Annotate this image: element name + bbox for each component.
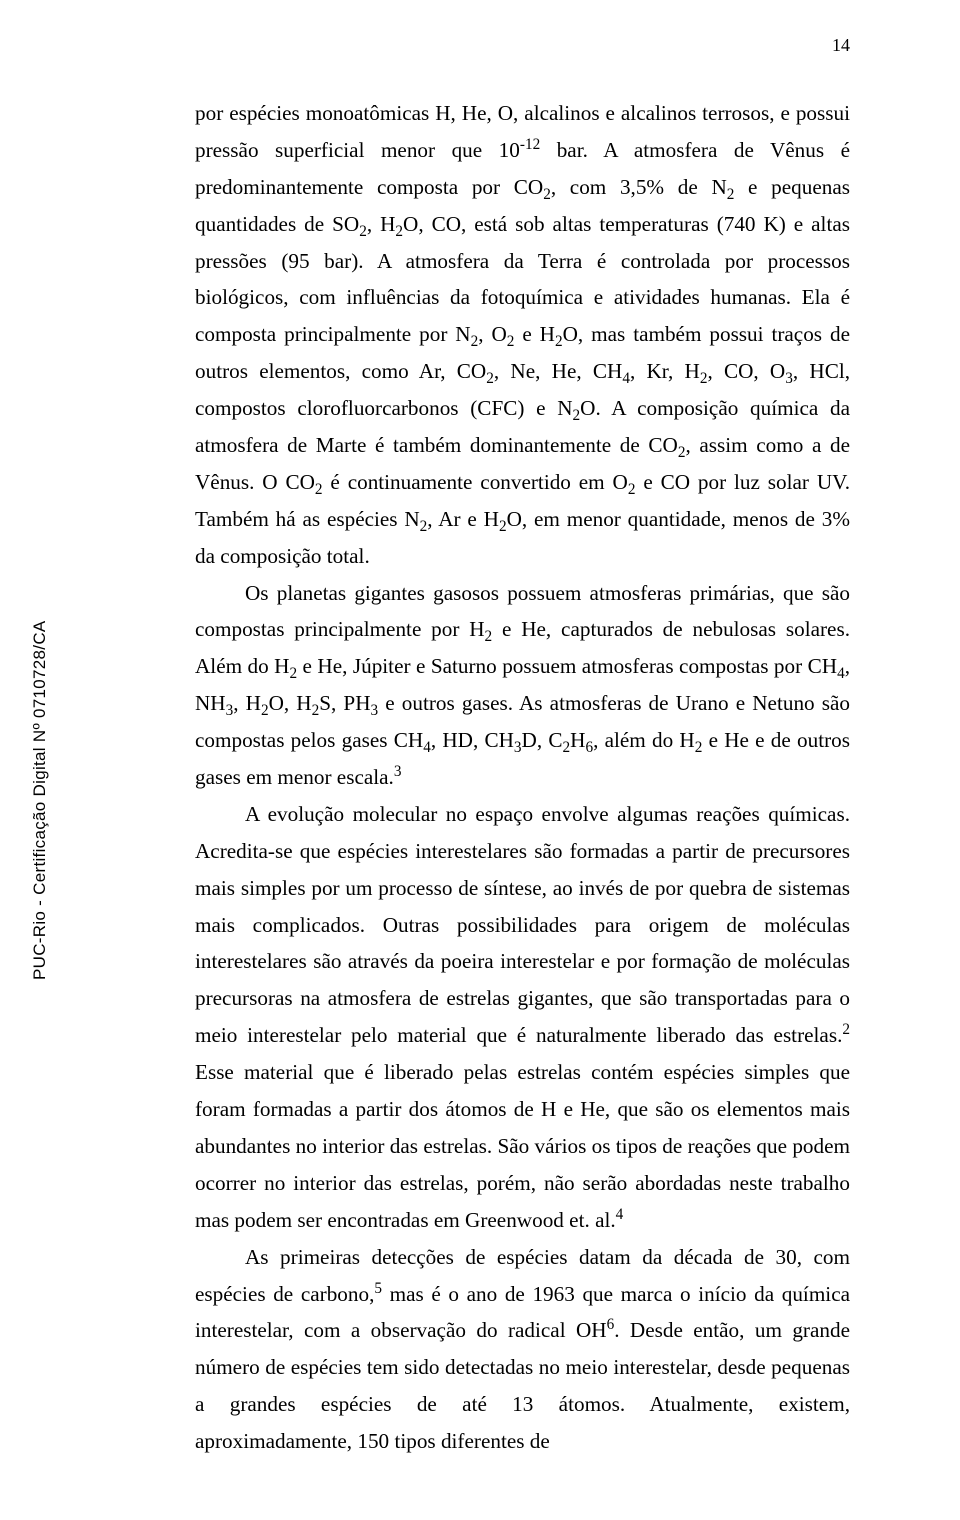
paragraph-1: por espécies monoatômicas H, He, O, alca…	[195, 95, 850, 575]
body-text: por espécies monoatômicas H, He, O, alca…	[195, 50, 850, 1460]
page: 14 PUC-Rio - Certificação Digital Nº 071…	[0, 0, 960, 1520]
certification-watermark: PUC-Rio - Certificação Digital Nº 071072…	[30, 620, 50, 980]
paragraph-4: As primeiras detecções de espécies datam…	[195, 1239, 850, 1460]
paragraph-2: Os planetas gigantes gasosos possuem atm…	[195, 575, 850, 796]
paragraph-3: A evolução molecular no espaço envolve a…	[195, 796, 850, 1239]
page-number: 14	[832, 35, 850, 56]
